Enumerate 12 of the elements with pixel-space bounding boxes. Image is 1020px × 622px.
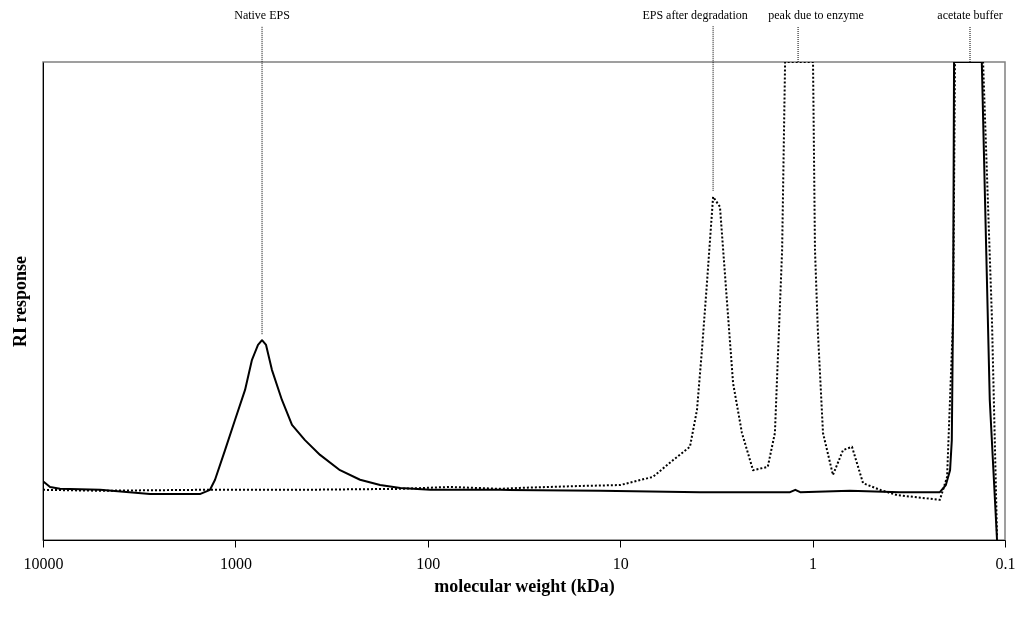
- y-axis-title: RI response: [9, 255, 30, 348]
- annotation: Native EPS: [234, 8, 290, 22]
- x-tick-label: 100: [416, 554, 441, 572]
- x-tick-label: 1000: [219, 554, 252, 572]
- annotation: acetate buffer: [937, 8, 1003, 22]
- x-tick-label: 1: [809, 554, 818, 572]
- annotation: peak due to enzyme: [768, 8, 864, 22]
- x-tick-label: 10: [612, 554, 629, 572]
- x-axis-title: molecular weight (kDa): [434, 575, 615, 597]
- x-tick-label: 10000: [23, 554, 64, 572]
- x-tick-label: 0.1: [995, 554, 1016, 572]
- annotation: EPS after degradation: [642, 8, 748, 22]
